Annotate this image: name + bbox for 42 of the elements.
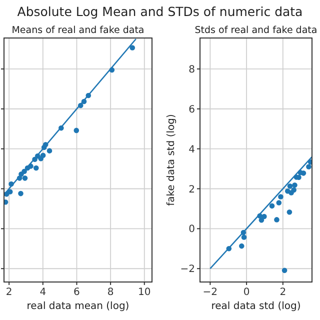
x-tick-label: 4 [40, 287, 46, 298]
point [282, 268, 288, 274]
point [278, 194, 284, 200]
point [276, 200, 282, 206]
x-tick-label: 0 [243, 287, 250, 298]
y-axis-title: fake data std (log) [166, 114, 177, 206]
point [38, 156, 44, 162]
chart-title: Means of real and fake data [12, 25, 144, 36]
point [287, 184, 293, 189]
point [291, 187, 296, 193]
point [269, 203, 275, 209]
x-tick-label: 2 [6, 287, 12, 298]
y-tick-label: 4 [188, 144, 195, 156]
x-tick-label: −2 [202, 287, 218, 298]
y-tick-label: 2 [188, 184, 195, 196]
x-axis-title: real data mean (log) [26, 301, 130, 312]
point [46, 148, 52, 154]
point [262, 214, 267, 220]
point [306, 164, 312, 170]
point [241, 234, 247, 240]
point [274, 217, 280, 222]
x-tick-label: 8 [107, 287, 114, 298]
chart-title: Stds of real and fake data [194, 25, 318, 36]
point [4, 199, 8, 205]
y-tick-label: −2 [180, 264, 195, 276]
point [33, 165, 39, 171]
x-tick-label: 10 [138, 287, 151, 298]
point [22, 176, 28, 181]
y-tick-label: 0 [188, 224, 195, 236]
point [18, 190, 24, 196]
text: Absolute Log Mean and STDs of numeric data [17, 4, 303, 19]
point [292, 182, 298, 188]
y-tick-label: 8 [188, 64, 195, 76]
y-tick-label: 6 [188, 104, 195, 116]
point [286, 209, 292, 215]
x-tick-label: 2 [280, 287, 286, 298]
point [74, 128, 80, 134]
point [258, 217, 264, 223]
x-tick-label: 6 [74, 287, 80, 298]
x-axis-title: real data std (log) [211, 301, 301, 312]
point [130, 45, 136, 50]
point [238, 243, 244, 249]
